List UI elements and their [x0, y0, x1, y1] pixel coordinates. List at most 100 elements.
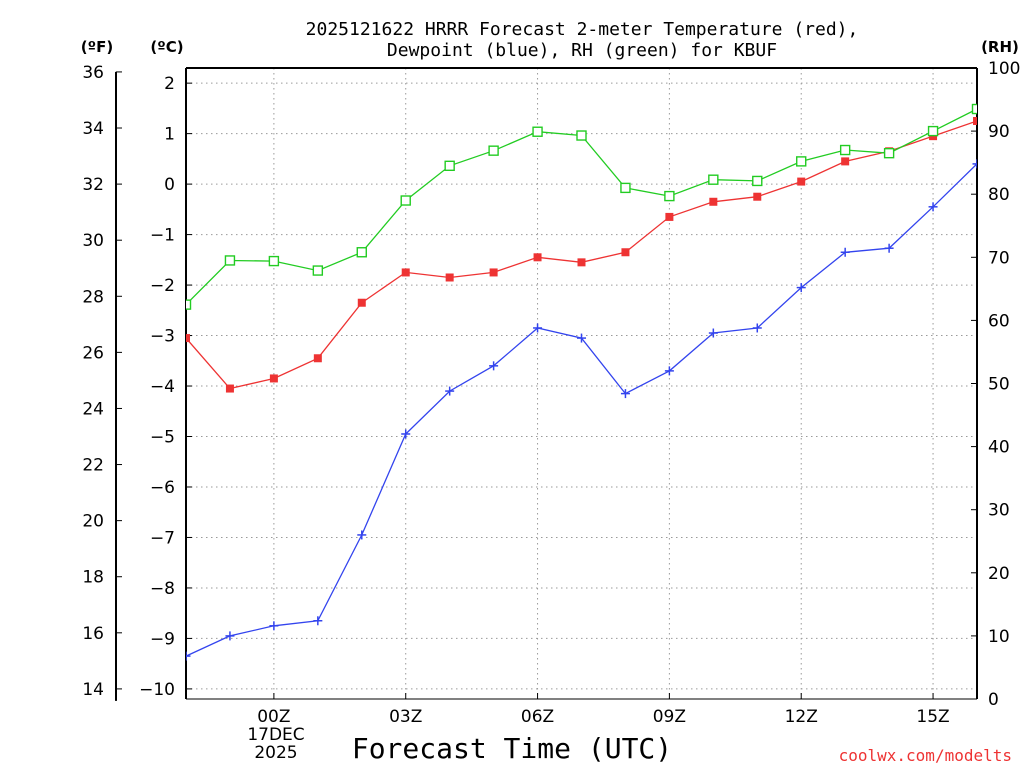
celsius-tick-label: −2: [150, 276, 175, 296]
dewpoint-line: [186, 163, 977, 657]
temperature-point: [445, 273, 454, 282]
temperature-point: [269, 374, 278, 383]
fahrenheit-tick-label: 16: [82, 624, 104, 644]
dewpoint-point: [401, 429, 411, 439]
temperature-line: [186, 120, 977, 390]
celsius-tick-label: −10: [139, 680, 175, 700]
x-tick-label: 00Z: [257, 707, 290, 727]
rh-tick-label: 40: [988, 438, 1010, 458]
rh-point: [444, 160, 455, 172]
temperature-point: [797, 177, 806, 186]
fahrenheit-tick-label: 20: [82, 512, 104, 532]
celsius-tick-label: 1: [164, 125, 175, 145]
dewpoint-point: [445, 386, 455, 396]
series-temperature: [186, 117, 977, 393]
fahrenheit-tick-label: 36: [82, 63, 104, 83]
rh-tick-label: 80: [988, 185, 1010, 205]
temperature-point: [709, 197, 718, 206]
dewpoint-point: [752, 323, 762, 333]
celsius-unit-label: (ºC): [150, 38, 183, 56]
fahrenheit-tick-label: 22: [82, 456, 104, 476]
series-dewpoint: [186, 159, 977, 661]
dewpoint-point: [186, 651, 191, 661]
dewpoint-point: [533, 323, 543, 333]
dewpoint-point: [796, 283, 806, 293]
rh-point: [927, 125, 939, 137]
dewpoint-point: [577, 333, 586, 343]
fahrenheit-tick-label: 24: [82, 399, 104, 419]
x-tick-label: 12Z: [785, 707, 818, 727]
celsius-tick-label: −7: [150, 528, 175, 548]
fahrenheit-tick-label: 28: [82, 287, 104, 307]
fahrenheit-tick-label: 18: [82, 568, 104, 588]
rh-point: [620, 182, 631, 194]
fahrenheit-tick-label: 14: [82, 680, 104, 700]
rh-point: [224, 255, 236, 266]
rh-tick-label: 90: [988, 122, 1010, 142]
temperature-point: [357, 298, 366, 307]
rh-point: [400, 195, 411, 206]
watermark: coolwx.com/modelts: [839, 746, 1012, 765]
fahrenheit-unit-label: (ºF): [81, 38, 113, 56]
rh-tick-label: 100: [988, 59, 1020, 79]
dewpoint-point: [269, 621, 279, 631]
chart-title: 2025121622 HRRR Forecast 2-meter Tempera…: [306, 19, 859, 61]
dewpoint-point: [357, 530, 367, 540]
temperature-point: [489, 268, 498, 277]
grid: [186, 68, 977, 699]
rh-tick-label: 20: [988, 564, 1010, 584]
temperature-point: [401, 268, 410, 277]
rh-tick-label: 10: [988, 627, 1010, 647]
dewpoint-point: [928, 202, 938, 212]
axes: [115, 67, 978, 701]
x-tick-label: 06Z: [521, 707, 554, 727]
temperature-point: [313, 354, 322, 363]
temperature-point: [665, 212, 674, 221]
dewpoint-point: [664, 366, 674, 376]
rh-tick-label: 50: [988, 375, 1010, 395]
celsius-tick-label: 0: [164, 175, 175, 195]
dewpoint-point: [708, 328, 718, 338]
rh-tick-label: 30: [988, 501, 1010, 521]
rh-point: [576, 130, 587, 141]
series: [186, 103, 977, 661]
rh-tick-label: 70: [988, 248, 1010, 268]
rh-point: [752, 175, 763, 187]
x-tick-label: 09Z: [653, 707, 686, 727]
temperature-point: [533, 253, 542, 262]
date-label-line-1: 17DEC: [247, 725, 304, 745]
dewpoint-point: [313, 616, 323, 626]
celsius-tick-label: 2: [164, 74, 175, 94]
fahrenheit-tick-label: 26: [82, 343, 104, 363]
rh-point: [532, 126, 543, 137]
dewpoint-point: [225, 631, 235, 641]
rh-point: [708, 174, 719, 185]
dewpoint-point: [972, 159, 977, 169]
rh-unit-label: (RH): [981, 38, 1019, 56]
date-label-line-2: 2025: [254, 743, 297, 763]
chart-title-line-2: Dewpoint (blue), RH (green) for KBUF: [387, 40, 777, 61]
tick-labels: 363432302826242220181614210−1−2−3−4−5−6−…: [82, 59, 1020, 727]
temperature-point: [186, 334, 190, 343]
fahrenheit-tick-label: 32: [82, 175, 104, 195]
rh-point: [796, 156, 807, 167]
dewpoint-point: [884, 243, 894, 253]
celsius-tick-label: −1: [150, 226, 175, 246]
x-tick-label: 03Z: [389, 707, 422, 727]
rh-point: [883, 147, 895, 159]
rh-point: [971, 103, 977, 115]
celsius-tick-label: −8: [150, 579, 175, 599]
temperature-point: [577, 258, 586, 267]
chart-title-line-1: 2025121622 HRRR Forecast 2-meter Tempera…: [306, 19, 859, 40]
temperature-point: [973, 117, 977, 126]
rh-point: [312, 265, 324, 276]
temperature-point: [621, 248, 630, 257]
celsius-tick-label: −4: [150, 377, 175, 397]
rh-tick-label: 60: [988, 311, 1010, 331]
rh-point: [268, 255, 280, 267]
rh-point: [186, 299, 192, 310]
x-axis-title: Forecast Time (UTC): [352, 732, 672, 765]
fahrenheit-tick-label: 34: [82, 119, 104, 139]
rh-point: [839, 144, 851, 156]
rh-point: [664, 190, 675, 202]
